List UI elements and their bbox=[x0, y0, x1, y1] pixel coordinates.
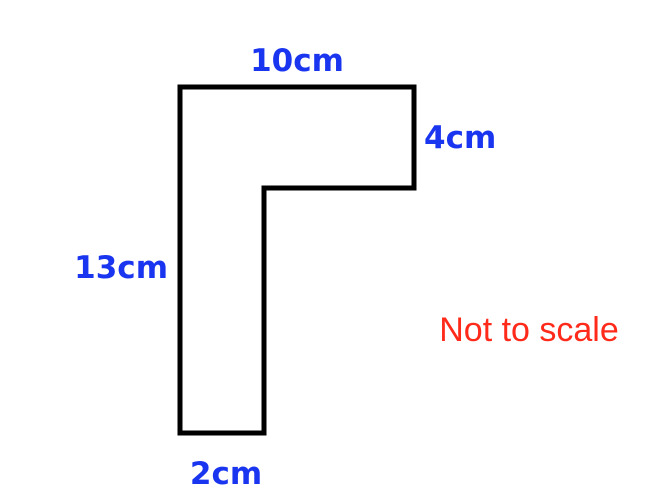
right-height-label: 4cm bbox=[424, 120, 496, 156]
l-shape-outline bbox=[177, 84, 417, 436]
bottom-width-label: 2cm bbox=[190, 456, 262, 492]
left-height-label: 13cm bbox=[74, 250, 168, 286]
top-width-label: 10cm bbox=[250, 43, 344, 79]
not-to-scale-note: Not to scale bbox=[439, 311, 619, 349]
